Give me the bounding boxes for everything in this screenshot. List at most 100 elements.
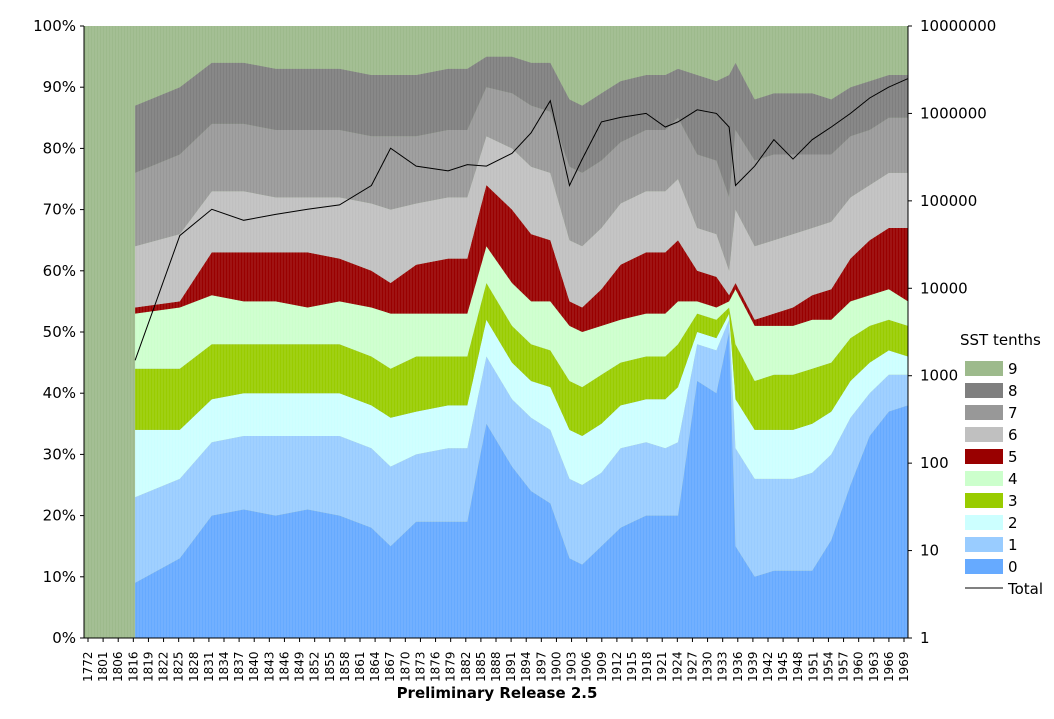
left-tick-label: 10%	[43, 568, 76, 586]
x-tick-label: 1912	[610, 651, 624, 682]
x-tick-label: 1882	[459, 651, 473, 682]
total-line-path	[134, 78, 909, 361]
left-tick-label: 40%	[43, 384, 76, 402]
x-tick-label: 1915	[625, 651, 639, 682]
x-tick-label: 1843	[262, 651, 276, 682]
x-tick-label: 1927	[685, 651, 699, 682]
legend-label-4: 4	[1008, 470, 1018, 488]
x-tick-label: 1831	[202, 651, 216, 682]
right-tick-label: 10	[920, 542, 939, 560]
legend-label-0: 0	[1008, 558, 1018, 576]
legend-swatch-3	[965, 493, 1003, 508]
x-tick-label: 1876	[429, 651, 443, 682]
right-tick-label: 1000	[920, 367, 958, 385]
x-tick-label: 1816	[126, 651, 140, 682]
x-tick-label: 1945	[776, 651, 790, 682]
x-tick-label: 1772	[81, 651, 95, 682]
x-tick-label: 1906	[580, 651, 594, 682]
right-axis-ticks: 1 10 100 1000 10000 100000 1000000 10000000	[908, 17, 996, 647]
x-tick-label: 1948	[791, 651, 805, 682]
right-tick-label: 10000000	[920, 17, 996, 35]
x-tick-label: 1852	[308, 651, 322, 682]
x-tick-label: 1897	[534, 651, 548, 682]
x-tick-label: 1885	[474, 651, 488, 682]
x-tick-label: 1858	[338, 651, 352, 682]
area-series-0	[135, 332, 909, 638]
x-tick-label: 1867	[383, 651, 397, 682]
x-tick-label: 1801	[96, 651, 110, 682]
legend-swatch-7	[965, 405, 1003, 420]
x-tick-label: 1918	[640, 651, 654, 682]
x-tick-label: 1846	[277, 651, 291, 682]
x-tick-label: 1822	[157, 651, 171, 682]
left-tick-label: 20%	[43, 507, 76, 525]
x-tick-label: 1933	[716, 651, 730, 682]
x-tick-label: 1963	[867, 651, 881, 682]
left-tick-label: 70%	[43, 201, 76, 219]
x-tick-label: 1936	[731, 651, 745, 682]
x-tick-label: 1888	[489, 651, 503, 682]
left-axis-ticks: 0% 10% 20% 30% 40% 50% 60% 70% 80% 90% 100%	[33, 17, 84, 647]
x-tick-label: 1873	[413, 651, 427, 682]
x-tick-label: 1870	[398, 651, 412, 682]
legend-label-6: 6	[1008, 426, 1018, 444]
area-series-8	[135, 56, 909, 198]
x-tick-label: 1969	[897, 651, 911, 682]
legend-label-5: 5	[1008, 448, 1018, 466]
area-series-2	[135, 313, 909, 498]
x-tick-label: 1819	[141, 651, 155, 682]
x-axis-ticks: 1772 1801 1806 1816 1819 1822 1825 1828 1831 1834…	[81, 638, 911, 682]
area-series-5	[135, 185, 909, 332]
x-tick-label: 1840	[247, 651, 261, 682]
bar-striations	[83, 26, 907, 638]
legend-label-9: 9	[1008, 360, 1018, 378]
x-tick-label: 1960	[852, 651, 866, 682]
total-line	[134, 78, 909, 361]
right-tick-label: 10000	[920, 279, 968, 297]
area-series-4	[135, 246, 909, 388]
legend-label-8: 8	[1008, 382, 1018, 400]
x-tick-label: 1909	[595, 651, 609, 682]
x-tick-label: 1837	[232, 651, 246, 682]
x-tick-label: 1954	[821, 651, 835, 682]
left-tick-label: 50%	[43, 323, 76, 341]
area-series-6	[135, 136, 909, 320]
legend-swatch-9	[965, 361, 1003, 376]
legend-swatch-6	[965, 427, 1003, 442]
x-tick-label: 1924	[670, 651, 684, 682]
x-tick-label: 1849	[293, 651, 307, 682]
legend-swatch-5	[965, 449, 1003, 464]
x-tick-label: 1957	[837, 651, 851, 682]
x-tick-label: 1861	[353, 651, 367, 682]
x-tick-label: 1891	[504, 651, 518, 682]
x-tick-label: 1855	[323, 651, 337, 682]
chart-title: Preliminary Release 2.5	[397, 684, 598, 702]
right-tick-label: 100000	[920, 192, 977, 210]
legend-label-1: 1	[1008, 536, 1018, 554]
legend-label-total: Total	[1007, 580, 1043, 598]
area-series-7	[135, 87, 909, 271]
legend-swatch-1	[965, 537, 1003, 552]
area-series-3	[135, 283, 909, 436]
legend: SST tenths 9 8 7 6 5 4 3 2 1 0 Total	[960, 331, 1043, 598]
x-tick-label: 1966	[882, 651, 896, 682]
legend-title: SST tenths	[960, 331, 1041, 349]
stacked-areas	[83, 26, 909, 638]
area-series-9	[135, 26, 909, 106]
x-tick-label: 1921	[655, 651, 669, 682]
x-tick-label: 1942	[761, 651, 775, 682]
x-tick-label: 1828	[187, 651, 201, 682]
x-tick-label: 1951	[806, 651, 820, 682]
x-tick-label: 1900	[549, 651, 563, 682]
legend-swatch-0	[965, 559, 1003, 574]
x-tick-label: 1879	[444, 651, 458, 682]
legend-label-7: 7	[1008, 404, 1018, 422]
legend-swatch-2	[965, 515, 1003, 530]
legend-label-2: 2	[1008, 514, 1018, 532]
x-tick-label: 1825	[172, 651, 186, 682]
x-tick-label: 1864	[368, 651, 382, 682]
right-tick-label: 1000000	[920, 104, 987, 122]
legend-swatch-8	[965, 383, 1003, 398]
left-tick-label: 60%	[43, 262, 76, 280]
